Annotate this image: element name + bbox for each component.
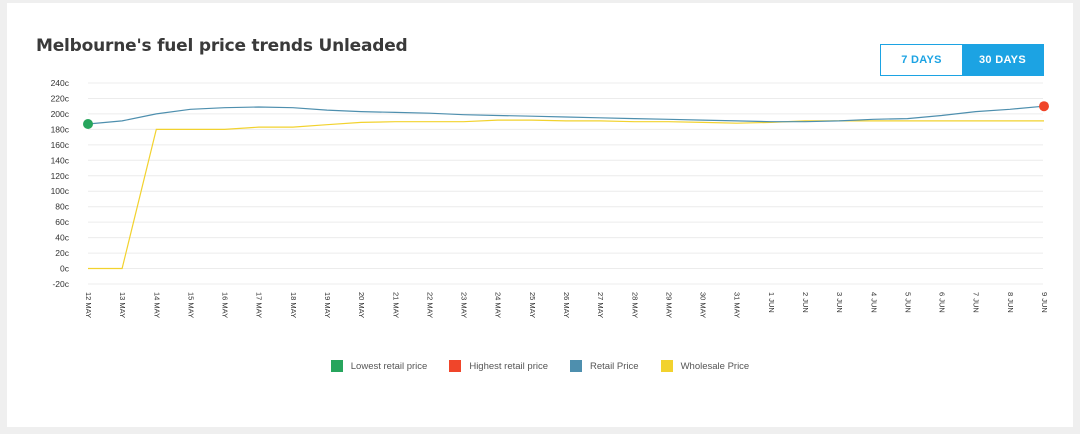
x-tick-label: 13 MAY: [118, 292, 127, 318]
x-tick-label: 22 MAY: [425, 292, 434, 318]
price-trend-chart: 240c 220c 200c 180c 160c 140c 120c 100c 80c 60c 40…: [51, 78, 1049, 318]
chart-legend: Lowest retail price Highest retail price…: [7, 360, 1073, 372]
x-tick-label: 12 MAY: [84, 292, 93, 318]
x-tick-label: 16 MAY: [221, 292, 230, 318]
legend-label: Wholesale Price: [680, 360, 750, 372]
page-title: Melbourne's fuel price trends Unleaded: [36, 36, 408, 56]
lowest-price-marker: [83, 118, 93, 129]
y-tick-label: 160c: [51, 140, 70, 150]
legend-item-highest: Highest retail price: [449, 360, 548, 372]
y-tick-label: 180c: [51, 124, 70, 134]
date-range-toggle: 7 DAYS 30 DAYS: [880, 44, 1044, 76]
x-tick-label: 21 MAY: [391, 292, 400, 318]
legend-item-lowest: Lowest retail price: [330, 360, 428, 372]
x-tick-label: 3 JUN: [835, 292, 844, 313]
legend-item-retail: Retail Price: [570, 360, 639, 372]
x-tick-label: 25 MAY: [528, 292, 537, 318]
lowest-swatch: [330, 360, 343, 372]
x-tick-label: 28 MAY: [630, 292, 639, 318]
y-tick-label: 200c: [51, 109, 70, 119]
y-tick-label: 140c: [51, 155, 70, 165]
y-tick-label: 240c: [51, 78, 70, 88]
x-tick-label: 23 MAY: [460, 292, 469, 318]
chart-card: Melbourne's fuel price trends Unleaded 7…: [7, 3, 1073, 427]
y-tick-label: 40c: [55, 233, 69, 243]
x-tick-label: 30 MAY: [699, 292, 708, 318]
x-tick-label: 31 MAY: [733, 292, 742, 318]
x-tick-label: 4 JUN: [869, 292, 878, 313]
wholesale-swatch: [660, 360, 673, 372]
wholesale-price-line: [88, 119, 1044, 270]
legend-label: Retail Price: [590, 360, 639, 372]
x-tick-label: 8 JUN: [1006, 292, 1015, 313]
y-tick-label: 100c: [51, 186, 70, 196]
x-tick-label: 6 JUN: [938, 292, 947, 313]
legend-label: Highest retail price: [469, 360, 548, 372]
range-7-days-button[interactable]: 7 DAYS: [881, 45, 962, 75]
x-tick-label: 26 MAY: [562, 292, 571, 318]
y-tick-label: -20c: [52, 279, 69, 289]
x-tick-label: 2 JUN: [801, 292, 810, 313]
x-tick-label: 7 JUN: [972, 292, 981, 313]
retail-swatch: [570, 360, 582, 372]
y-tick-label: 0c: [60, 264, 70, 274]
highest-swatch: [449, 360, 462, 372]
x-tick-label: 9 JUN: [1040, 292, 1049, 313]
highest-price-marker: [1039, 101, 1049, 112]
y-tick-label: 220c: [51, 93, 70, 103]
x-tick-label: 17 MAY: [255, 292, 264, 318]
x-tick-label: 1 JUN: [767, 292, 776, 313]
x-tick-label: 19 MAY: [323, 292, 332, 318]
x-tick-label: 20 MAY: [357, 292, 366, 318]
x-tick-label: 5 JUN: [903, 292, 912, 313]
y-tick-label: 60c: [55, 217, 69, 227]
range-30-days-button[interactable]: 30 DAYS: [962, 45, 1043, 75]
x-tick-label: 14 MAY: [152, 292, 161, 318]
x-tick-label: 29 MAY: [664, 292, 673, 318]
y-tick-label: 120c: [51, 171, 70, 181]
y-tick-label: 80c: [55, 202, 69, 212]
x-tick-label: 27 MAY: [596, 292, 605, 318]
legend-label: Lowest retail price: [350, 360, 428, 372]
retail-price-line: [87, 105, 1045, 125]
x-tick-label: 15 MAY: [186, 292, 195, 318]
x-tick-label: 18 MAY: [289, 292, 298, 318]
x-tick-label: 24 MAY: [494, 292, 503, 318]
y-tick-label: 20c: [55, 248, 69, 258]
legend-item-wholesale: Wholesale Price: [660, 360, 750, 372]
